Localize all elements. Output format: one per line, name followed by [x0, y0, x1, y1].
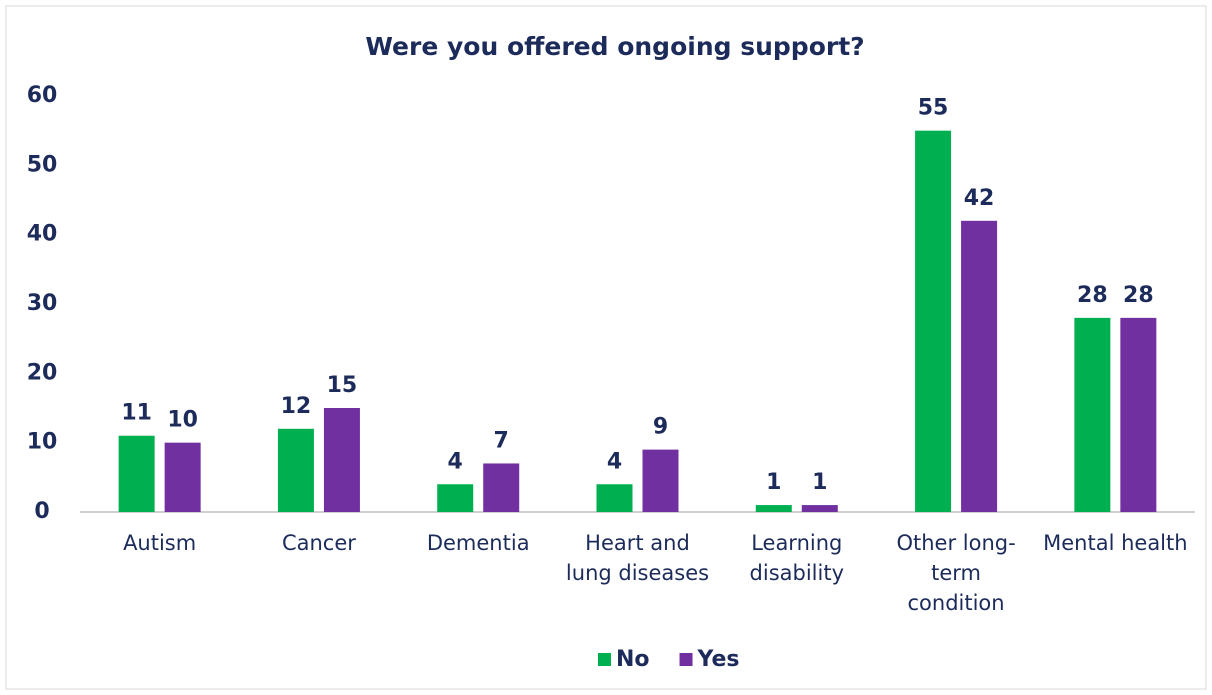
bar [596, 484, 633, 512]
data-label: 28 [1123, 283, 1154, 308]
x-tick-label: Dementia [426, 531, 530, 555]
chart-border [5, 5, 1207, 690]
bar [437, 484, 474, 512]
data-label: 4 [607, 449, 622, 474]
y-tick-label: 50 [27, 152, 58, 177]
y-tick-label: 0 [34, 499, 49, 524]
bar [642, 449, 679, 512]
x-tick-label: Cancer [281, 531, 356, 555]
data-label: 1 [812, 470, 827, 495]
data-label: 11 [121, 401, 152, 426]
x-tick-label: Other long-term condition [896, 531, 1016, 615]
x-tick-label: Autism [123, 531, 197, 555]
data-label: 12 [281, 394, 312, 419]
bar [483, 463, 520, 512]
chart-title: Were you offered ongoing support? [365, 32, 864, 61]
legend-label: Yes [697, 647, 740, 672]
y-tick-label: 10 [27, 430, 58, 455]
bar [961, 220, 998, 513]
bar [118, 435, 155, 512]
bar [323, 408, 360, 512]
x-tick-label: Mental health [1043, 531, 1188, 555]
data-label: 55 [918, 96, 949, 121]
x-tick-label: Learning disability [749, 531, 845, 585]
data-label: 42 [964, 186, 995, 211]
legend-swatch [679, 653, 693, 666]
bar [755, 505, 792, 512]
data-label: 1 [766, 470, 781, 495]
bar [277, 428, 314, 512]
data-label: 15 [327, 373, 358, 398]
x-tick-label: Heart and lung diseases [565, 531, 710, 585]
bar [801, 505, 838, 512]
data-label: 7 [494, 428, 509, 453]
data-label: 4 [448, 449, 463, 474]
bar [1120, 317, 1157, 512]
legend-label: No [616, 647, 650, 672]
legend-swatch [598, 653, 611, 666]
y-tick-label: 40 [27, 222, 58, 247]
y-tick-label: 60 [27, 83, 58, 108]
bar [1074, 317, 1111, 512]
y-tick-label: 30 [27, 291, 58, 316]
data-label: 28 [1077, 283, 1108, 308]
data-label: 10 [167, 408, 198, 433]
y-tick-label: 20 [27, 360, 58, 385]
data-label: 9 [653, 415, 668, 440]
bar [164, 442, 201, 512]
bar [915, 130, 952, 512]
